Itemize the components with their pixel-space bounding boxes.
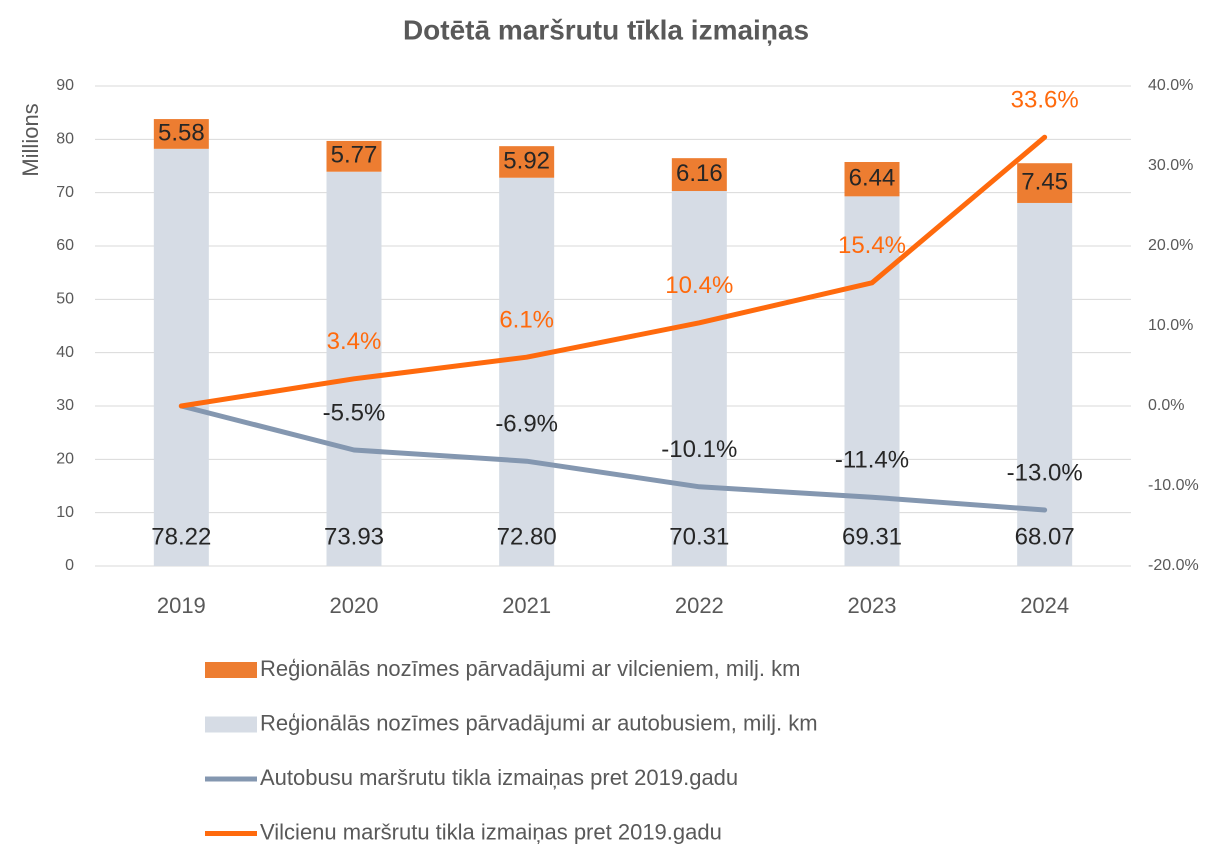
bar (499, 177, 555, 566)
y-tick-label: 0 (65, 557, 74, 574)
legend-label: Autobusu maršrutu tikla izmaiņas pret 20… (260, 765, 738, 790)
legend-swatch (205, 716, 257, 733)
bar-value-label: 6.44 (849, 165, 896, 192)
y2-tick-label: 30.0% (1148, 157, 1193, 174)
bar (1017, 163, 1073, 203)
y-tick-label: 40 (56, 344, 74, 361)
x-tick-label: 2023 (848, 593, 897, 618)
bar (153, 148, 209, 566)
bar (1017, 202, 1073, 566)
bar-value-label: 72.80 (497, 523, 557, 550)
bar-value-label: 69.31 (842, 523, 902, 550)
y-tick-label: 90 (56, 77, 74, 94)
legend-swatch (205, 662, 257, 678)
line-value-label: -13.0% (1007, 459, 1083, 486)
legend-label: Reģionālās nozīmes pārvadājumi ar autobu… (260, 710, 818, 735)
y-tick-label: 60 (56, 237, 74, 254)
y-axis-label: Millions (18, 103, 43, 176)
y2-tick-label: 0.0% (1148, 397, 1184, 414)
bar (326, 140, 382, 172)
bar (326, 171, 382, 566)
line-value-label: -6.9% (495, 411, 558, 438)
y-tick-label: 30 (56, 397, 74, 414)
bar (671, 158, 727, 192)
x-tick-label: 2022 (675, 593, 724, 618)
bar (671, 191, 727, 566)
bar (844, 196, 900, 566)
y2-tick-label: 40.0% (1148, 77, 1193, 94)
chart-title: Dotētā maršrutu tīkla izmaiņas (403, 14, 809, 45)
x-tick-label: 2020 (330, 593, 379, 618)
y2-tick-label: 20.0% (1148, 237, 1193, 254)
y2-tick-label: -10.0% (1148, 477, 1199, 494)
line-value-label: -10.1% (661, 436, 737, 463)
bar-value-label: 68.07 (1015, 523, 1075, 550)
bar-value-label: 5.77 (331, 142, 378, 169)
line-value-label: 10.4% (665, 272, 733, 299)
line-value-label: -11.4% (835, 447, 909, 474)
line-value-label: -5.5% (323, 399, 386, 426)
legend-label: Reģionālās nozīmes pārvadājumi ar vilcie… (260, 656, 800, 681)
line-value-label: 15.4% (838, 232, 906, 259)
line-value-label: 3.4% (327, 328, 382, 355)
y-tick-label: 70 (56, 184, 74, 201)
bar-value-label: 5.92 (503, 147, 550, 174)
y2-tick-label: 10.0% (1148, 317, 1193, 334)
y-tick-label: 80 (56, 131, 74, 148)
line-value-label: 33.6% (1011, 87, 1079, 114)
x-tick-label: 2024 (1020, 593, 1069, 618)
bar (153, 119, 209, 149)
legend-label: Vilcienu maršrutu tikla izmaiņas pret 20… (260, 819, 722, 844)
bar-value-label: 5.58 (158, 119, 205, 146)
line (178, 403, 1048, 513)
bar-value-label: 78.22 (151, 523, 211, 550)
line-value-label: 6.1% (499, 307, 554, 334)
bar-value-label: 7.45 (1021, 168, 1068, 195)
y-tick-label: 10 (56, 504, 74, 521)
line (178, 134, 1048, 409)
bar (844, 162, 900, 197)
bar (499, 146, 555, 178)
bar-value-label: 6.16 (676, 160, 723, 187)
x-tick-label: 2021 (502, 593, 551, 618)
y-tick-label: 50 (56, 291, 74, 308)
x-tick-label: 2019 (157, 593, 206, 618)
bar-value-label: 73.93 (324, 523, 384, 550)
bar-value-label: 70.31 (669, 523, 729, 550)
y-tick-label: 20 (56, 451, 74, 468)
y2-tick-label: -20.0% (1148, 557, 1199, 574)
